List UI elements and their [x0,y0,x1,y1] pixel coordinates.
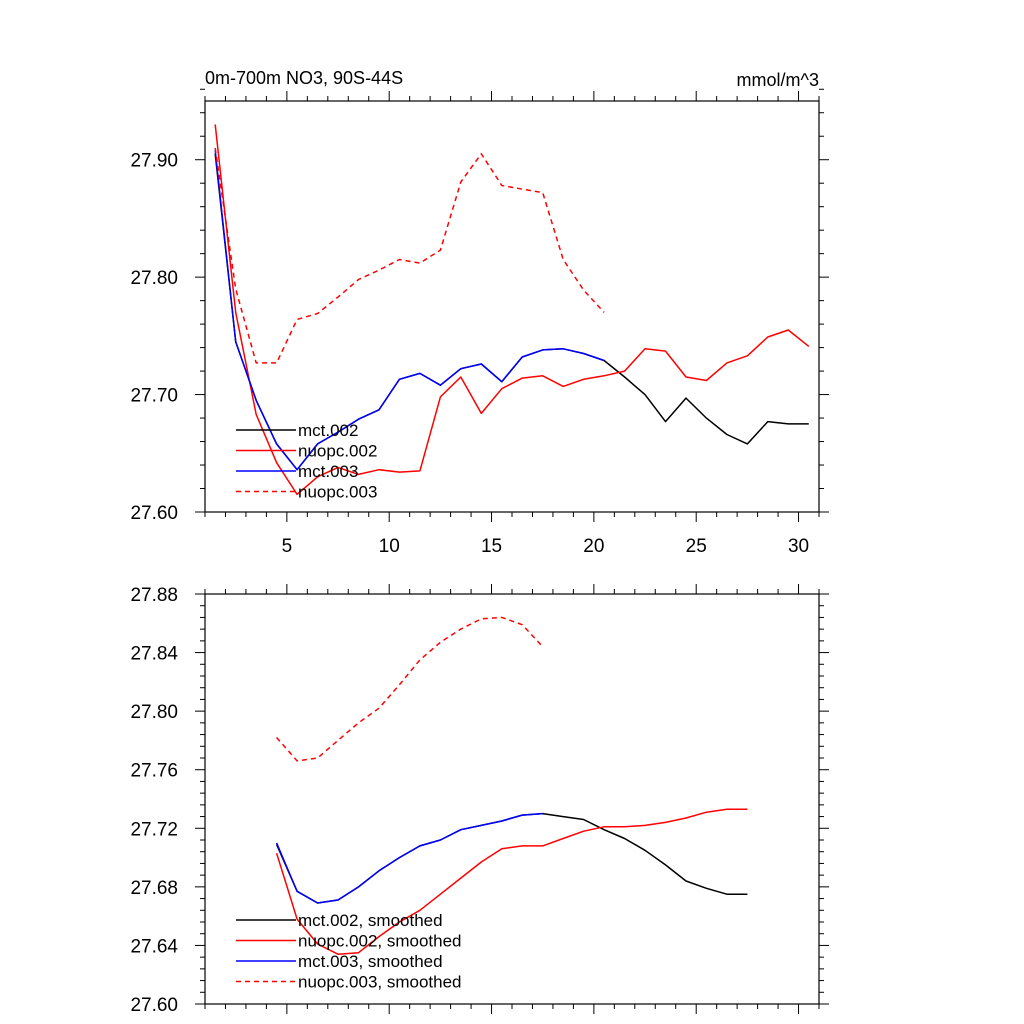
legend-label: nuopc.002, smoothed [298,932,462,951]
x-tick-label: 20 [583,536,604,557]
legend-label: mct.002, smoothed [298,911,443,930]
x-tick-label: 5 [282,536,293,557]
y-tick-label: 27.68 [130,878,178,899]
y-tick-label: 27.90 [130,151,178,172]
series-line-mct-003-smoothed [275,812,543,904]
top-chart-units: mmol/m^3 [737,70,819,90]
y-tick-label: 27.80 [130,268,178,289]
y-tick-label: 27.72 [130,819,178,840]
x-tick-label: 10 [379,536,400,557]
legend-label: nuopc.003, smoothed [298,973,462,992]
series-line-nuopc-002-smoothed [275,808,748,955]
legend-label: mct.003, smoothed [298,952,443,971]
legend-label: nuopc.002 [298,442,377,461]
legend-label: mct.003 [298,462,358,481]
y-tick-label: 27.76 [130,761,178,782]
series-line-nuopc-003-smoothed [276,616,544,762]
series-line-mct-002-smoothed [275,812,748,904]
y-tick-label: 27.64 [130,936,178,957]
series-line-mct-003 [214,150,605,471]
y-tick-label: 27.70 [130,386,178,407]
y-tick-label: 27.80 [130,702,178,723]
top-panel: 5 10 15 20 25 30 27.60 27.70 27.80 27.90 mct.002 nu… [130,88,829,557]
y-tick-label: 27.60 [130,995,178,1016]
x-tick-label: 25 [686,536,707,557]
x-tick-label: 30 [788,536,809,557]
series-line-nuopc-002 [214,124,810,496]
top-chart-title: 0m-700m NO3, 90S-44S [205,68,403,88]
y-tick-label: 27.88 [130,585,178,606]
y-tick-label: 27.84 [130,644,178,665]
bottom-panel: 27.60 27.64 27.68 27.72 27.76 27.80 27.84 27.88… [130,584,829,1016]
legend-label: mct.002 [298,421,358,440]
series-line-nuopc-003 [214,147,605,364]
x-tick-label: 15 [481,536,502,557]
legend-label: nuopc.003 [298,483,377,502]
y-tick-label: 27.60 [130,503,178,524]
